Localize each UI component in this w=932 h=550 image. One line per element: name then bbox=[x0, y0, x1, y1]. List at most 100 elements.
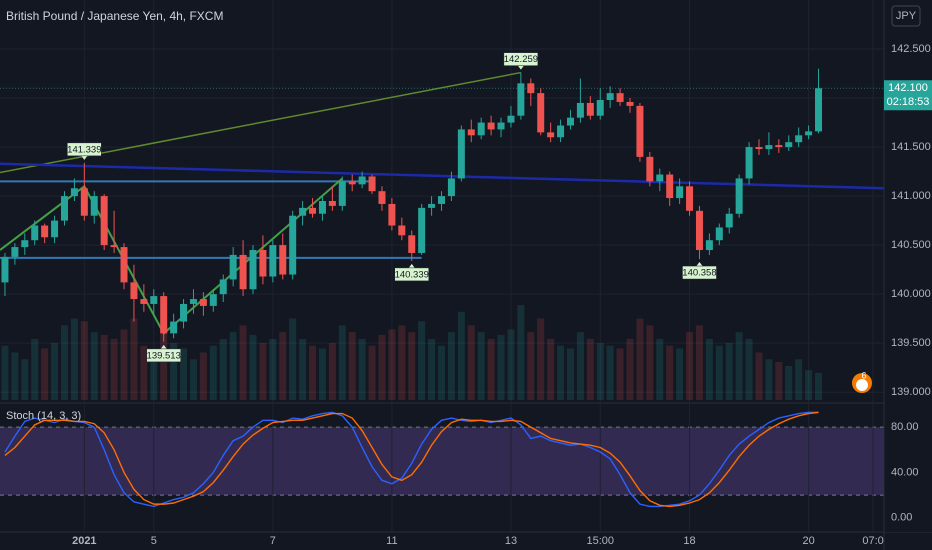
volume-bar bbox=[606, 345, 614, 400]
last-price-box bbox=[884, 80, 932, 111]
candle-body bbox=[547, 132, 555, 138]
events-badge-inner bbox=[856, 379, 868, 391]
candle-body bbox=[21, 240, 29, 248]
candle-body bbox=[735, 178, 743, 214]
candle-body bbox=[289, 215, 297, 275]
volume-bar bbox=[100, 334, 108, 400]
volume-bar bbox=[457, 311, 465, 400]
volume-bar bbox=[398, 325, 406, 400]
candle-body bbox=[785, 142, 793, 148]
volume-bar bbox=[368, 345, 376, 400]
annotation-label: 141.339 bbox=[67, 144, 101, 155]
x-tick-label: 07:0 bbox=[862, 535, 883, 547]
annotation-box bbox=[682, 265, 717, 280]
candle-body bbox=[199, 299, 207, 306]
volume-bar bbox=[229, 332, 237, 400]
volume-bar bbox=[785, 366, 793, 400]
candle-body bbox=[586, 102, 594, 116]
candle-body bbox=[31, 225, 39, 241]
volume-bar bbox=[735, 332, 743, 400]
volume-bar bbox=[80, 321, 88, 400]
candle-body bbox=[705, 240, 713, 251]
volume-bar bbox=[21, 359, 29, 400]
volume-bar bbox=[497, 334, 505, 400]
annotation-box bbox=[503, 52, 539, 66]
candle-body bbox=[140, 299, 148, 304]
candle-body bbox=[428, 203, 436, 208]
countdown: 02:18:53 bbox=[887, 96, 930, 108]
candle-body bbox=[259, 250, 267, 277]
x-tick-label: 20 bbox=[802, 535, 814, 547]
candle-body bbox=[90, 196, 98, 216]
candle-body bbox=[755, 147, 763, 150]
candle-body bbox=[269, 245, 277, 277]
volume-bar bbox=[695, 325, 703, 400]
candle-body bbox=[130, 282, 138, 300]
candle-body bbox=[368, 176, 376, 192]
volume-bar bbox=[586, 338, 594, 400]
candle-body bbox=[348, 181, 356, 185]
volume-bar bbox=[31, 338, 39, 400]
volume-bar bbox=[755, 352, 763, 400]
y-tick-label: 140.000 bbox=[891, 288, 931, 300]
y-tick-label: 141.000 bbox=[891, 190, 931, 202]
candle-body bbox=[120, 247, 128, 283]
volume-bar bbox=[566, 348, 574, 400]
volume-bar bbox=[725, 343, 733, 400]
volume-bar bbox=[418, 321, 426, 400]
candle-body bbox=[507, 115, 515, 123]
volume-bar bbox=[537, 318, 545, 400]
candle-body bbox=[566, 117, 574, 126]
candle-body bbox=[795, 135, 803, 143]
candle-body bbox=[398, 225, 406, 236]
annotation-label: 140.358 bbox=[682, 268, 716, 279]
volume-bar bbox=[219, 338, 227, 400]
annotation-box bbox=[67, 142, 102, 157]
volume-bar bbox=[289, 318, 297, 400]
x-tick-label: 5 bbox=[151, 535, 157, 547]
volume-bar bbox=[160, 325, 168, 400]
candle-body bbox=[517, 83, 525, 116]
candle-body bbox=[725, 213, 733, 228]
candle-body bbox=[745, 147, 753, 179]
volume-bar bbox=[447, 332, 455, 400]
stoch-tick-label: 40.00 bbox=[891, 466, 919, 478]
volume-bar bbox=[60, 325, 68, 400]
candle-body bbox=[616, 93, 624, 102]
chart-title: British Pound / Japanese Yen, 4h, FXCM bbox=[6, 9, 223, 23]
volume-bar bbox=[775, 362, 783, 400]
candle-body bbox=[438, 196, 446, 204]
candle-body bbox=[160, 296, 168, 334]
y-tick-label: 140.500 bbox=[891, 239, 931, 251]
last-price-label: 142.100 bbox=[888, 82, 928, 94]
volume-bar bbox=[815, 372, 823, 400]
volume-bar bbox=[507, 329, 515, 400]
candle-body bbox=[1, 256, 9, 283]
candle-body bbox=[646, 156, 654, 182]
candle-body bbox=[229, 254, 237, 280]
candle-body bbox=[636, 105, 644, 157]
candle-body bbox=[100, 196, 108, 246]
candle-body bbox=[676, 186, 684, 199]
annotation-label: 142.259 bbox=[504, 54, 538, 65]
candle-body bbox=[80, 188, 88, 216]
volume-bar bbox=[656, 338, 664, 400]
stoch-line bbox=[4, 411, 819, 508]
currency-box bbox=[891, 5, 921, 27]
x-tick-label: 18 bbox=[683, 535, 695, 547]
volume-bar bbox=[338, 325, 346, 400]
events-badge-count: 6 bbox=[861, 370, 866, 380]
volume-bar bbox=[428, 338, 436, 400]
volume-bar bbox=[527, 332, 535, 400]
x-tick-label: 11 bbox=[386, 535, 397, 547]
volume-bar bbox=[110, 338, 118, 400]
volume-bar bbox=[348, 332, 356, 400]
candle-body bbox=[328, 201, 336, 206]
volume-bar bbox=[318, 348, 326, 400]
volume-bar bbox=[120, 329, 128, 400]
candle-body bbox=[666, 174, 674, 199]
stoch-tick-label: 80.00 bbox=[891, 421, 919, 433]
